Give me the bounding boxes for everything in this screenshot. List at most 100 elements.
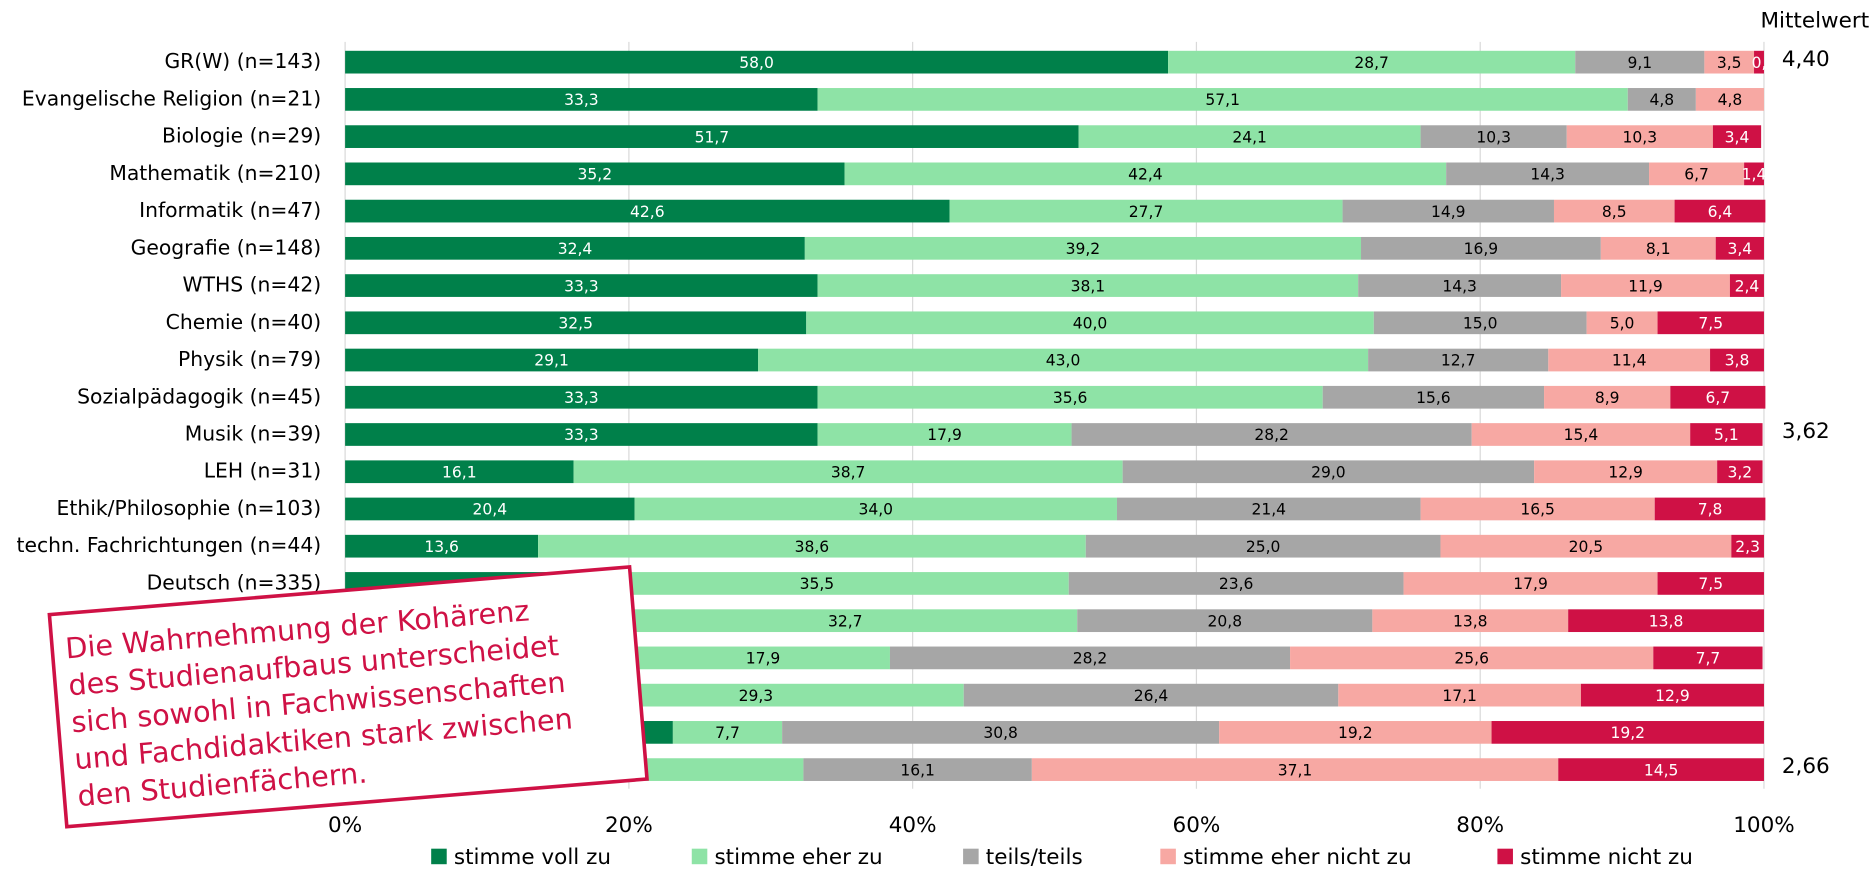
- value-label: 57,1: [1205, 91, 1240, 109]
- category-label: Evangelische Religion (n=21): [22, 86, 321, 110]
- bar-segment: [345, 460, 574, 484]
- value-label: 6,4: [1708, 203, 1733, 221]
- bar-segment: [803, 758, 1032, 781]
- bar-segment: [345, 497, 635, 521]
- value-label: 7,8: [1698, 501, 1723, 519]
- value-label: 29,3: [739, 687, 774, 705]
- bar-segment: [1420, 497, 1655, 521]
- bar-segment: [345, 236, 805, 260]
- value-label: 25,0: [1246, 538, 1281, 556]
- bar-segment: [1704, 50, 1755, 74]
- value-label: 3,2: [1728, 463, 1753, 481]
- value-label: 7,7: [1696, 650, 1721, 668]
- value-label: 35,5: [800, 575, 835, 593]
- x-tick-label: 100%: [1733, 813, 1794, 838]
- category-label: Biologie (n=29): [162, 124, 321, 148]
- annotation-box: [47, 565, 649, 829]
- bar-segment: [758, 348, 1369, 372]
- x-tick-label: 60%: [1173, 813, 1221, 838]
- category-label: Physik (n=79): [178, 347, 321, 371]
- value-label: 7,7: [715, 724, 740, 742]
- legend-label: stimme eher zu: [714, 845, 882, 869]
- value-label: 20,5: [1569, 538, 1604, 556]
- value-label: 24,1: [1232, 128, 1267, 146]
- value-label: 32,5: [558, 314, 593, 332]
- value-label: 16,9: [1464, 240, 1499, 258]
- value-label: 2,4: [1735, 277, 1760, 295]
- value-label: 29,0: [1311, 463, 1346, 481]
- value-label: 35,2: [578, 166, 613, 184]
- bar-segment: [1077, 609, 1373, 633]
- bar-segment: [1078, 125, 1421, 148]
- value-label: 14,9: [1431, 203, 1466, 221]
- bar-segment: [1548, 348, 1711, 372]
- value-label: 33,3: [564, 389, 599, 407]
- value-label: 33,3: [564, 426, 599, 444]
- mean-label: 2,66: [1782, 754, 1830, 779]
- value-label: 14,5: [1644, 761, 1679, 779]
- category-label: Chemie (n=40): [166, 310, 322, 334]
- bar-segment: [1586, 311, 1658, 335]
- value-label: 17,9: [927, 426, 962, 444]
- bar-segment: [804, 236, 1362, 260]
- value-label: 16,1: [900, 761, 935, 779]
- category-label: techn. Fachrichtungen (n=44): [17, 533, 322, 557]
- value-label: 35,6: [1053, 389, 1088, 407]
- legend-label: stimme eher nicht zu: [1183, 845, 1412, 869]
- bar-segment: [1566, 125, 1713, 148]
- value-label: 34,0: [858, 501, 893, 519]
- legend-swatch: [431, 848, 447, 865]
- value-label: 6,7: [1684, 166, 1709, 184]
- legend-swatch: [691, 848, 708, 865]
- value-label: 12,9: [1608, 463, 1643, 481]
- bar-segment: [345, 534, 539, 558]
- value-label: 42,4: [1128, 166, 1163, 184]
- bar-segment: [1754, 50, 1764, 74]
- bar-segment: [817, 385, 1323, 409]
- value-label: 23,6: [1219, 575, 1254, 593]
- bar-segment: [345, 88, 818, 111]
- value-label: 58,0: [739, 54, 774, 72]
- bar-segment: [1420, 125, 1567, 148]
- bar-segment: [782, 721, 1220, 744]
- value-label: 28,2: [1254, 426, 1289, 444]
- bar-segment: [1290, 646, 1654, 670]
- x-tick-label: 20%: [605, 813, 653, 838]
- value-label: 6,7: [1706, 389, 1731, 407]
- bar-segment: [1627, 88, 1696, 111]
- bar-segment: [1440, 534, 1732, 558]
- bar-segment: [1068, 572, 1404, 595]
- bar-segment: [1358, 274, 1562, 297]
- bar-segment: [1670, 385, 1766, 409]
- x-tick-label: 80%: [1456, 813, 1504, 838]
- bar-segment: [1116, 497, 1421, 521]
- bar-segment: [1649, 162, 1745, 186]
- value-label: 40,0: [1073, 314, 1108, 332]
- bar-segment: [817, 274, 1359, 297]
- bar-segment: [1373, 311, 1587, 335]
- value-label: 10,3: [1476, 128, 1511, 146]
- bar-segment: [1575, 50, 1705, 74]
- bar-segment: [345, 348, 759, 372]
- value-label: 27,7: [1129, 203, 1164, 221]
- bar-segment: [1361, 236, 1601, 260]
- bar-segment: [672, 721, 783, 744]
- bar-segment: [1168, 50, 1576, 74]
- bar-segment: [1580, 683, 1764, 707]
- bar-segment: [1600, 236, 1716, 260]
- bar-segment: [1690, 423, 1763, 446]
- value-label: 13,6: [424, 538, 459, 556]
- bar-segment: [1471, 423, 1691, 446]
- value-label: 11,9: [1628, 277, 1663, 295]
- bar-segment: [1710, 348, 1764, 372]
- bar-segment: [1544, 385, 1671, 409]
- category-label: Deutsch (n=335): [147, 570, 322, 594]
- bar-segment: [345, 423, 818, 446]
- bar-segment: [1674, 199, 1766, 223]
- bar-segment: [806, 311, 1374, 335]
- bar-segment: [345, 162, 845, 186]
- mean-title: Mittelwert: [1760, 9, 1869, 34]
- value-label: 17,9: [746, 650, 781, 668]
